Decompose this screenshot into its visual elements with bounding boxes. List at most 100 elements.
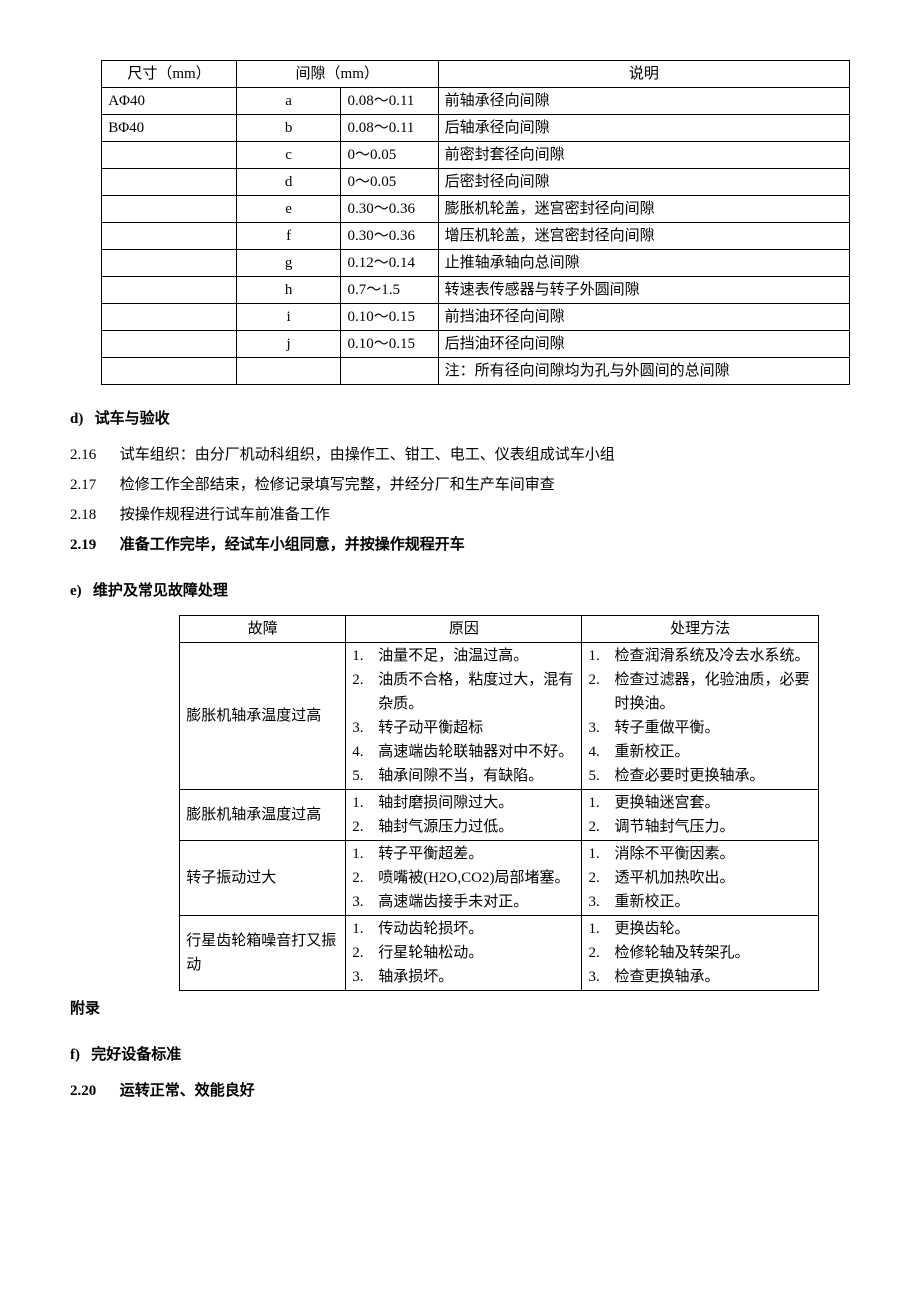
table-row: i0.10～0.15前挡油环径向间隙 <box>102 304 850 331</box>
cell-dim <box>102 169 237 196</box>
cell-sym: d <box>236 169 341 196</box>
table-row: e0.30～0.36膨胀机轮盖，迷宫密封径向间隙 <box>102 196 850 223</box>
clearance-table: 尺寸（mm） 间隙（mm） 说明 AΦ40a0.08～0.11前轴承径向间隙BΦ… <box>101 60 850 385</box>
table-row: 膨胀机轴承温度过高1.油量不足，油温过高。2.油质不合格，粘度过大，混有杂质。3… <box>180 643 819 790</box>
list-item: 2.检查过滤器，化验油质，必要时换油。 <box>588 668 811 716</box>
col-solution: 处理方法 <box>582 616 818 643</box>
cell-sym: i <box>236 304 341 331</box>
cell-gap: 0.10～0.15 <box>341 304 438 331</box>
cell-cause: 1.轴封磨损间隙过大。2.轴封气源压力过低。 <box>346 790 582 841</box>
list-item: 2.喷嘴被(H2O,CO2)局部堵塞。 <box>352 866 575 890</box>
cell-gap: 0.30～0.36 <box>341 196 438 223</box>
cell-gap: 0～0.05 <box>341 169 438 196</box>
cell-sym: j <box>236 331 341 358</box>
list-item: 3.轴承损坏。 <box>352 965 575 989</box>
cell-solution: 1.更换轴迷宫套。2.调节轴封气压力。 <box>582 790 818 841</box>
table-note-row: 注：所有径向间隙均为孔与外圆间的总间隙 <box>102 358 850 385</box>
cell-desc: 后挡油环径向间隙 <box>438 331 849 358</box>
cell-desc: 转速表传感器与转子外圆间隙 <box>438 277 849 304</box>
section-e-letter: e) <box>70 583 82 599</box>
table-row: BΦ40b0.08～0.11后轴承径向间隙 <box>102 115 850 142</box>
cell-desc: 前轴承径向间隙 <box>438 88 849 115</box>
list-item: 5.轴承间隙不当，有缺陷。 <box>352 764 575 788</box>
cell-sym: h <box>236 277 341 304</box>
list-item: 1.油量不足，油温过高。 <box>352 644 575 668</box>
list-item: 3.重新校正。 <box>588 890 811 914</box>
cell-sym: c <box>236 142 341 169</box>
list-item: 4.高速端齿轮联轴器对中不好。 <box>352 740 575 764</box>
para-219: 2.19 准备工作完毕，经试车小组同意，并按操作规程开车 <box>70 533 850 557</box>
cell-sym: f <box>236 223 341 250</box>
col-desc: 说明 <box>438 61 849 88</box>
cell-sym: e <box>236 196 341 223</box>
cell-sym: b <box>236 115 341 142</box>
list-item: 1.消除不平衡因素。 <box>588 842 811 866</box>
cell-solution: 1.更换齿轮。2.检修轮轴及转架孔。3.检查更换轴承。 <box>582 916 818 991</box>
list-item: 3.转子动平衡超标 <box>352 716 575 740</box>
table-note: 注：所有径向间隙均为孔与外圆间的总间隙 <box>438 358 849 385</box>
cell-gap: 0.08～0.11 <box>341 88 438 115</box>
list-item: 2.透平机加热吹出。 <box>588 866 811 890</box>
cell-dim <box>102 196 237 223</box>
cell-sym: a <box>236 88 341 115</box>
cell-gap: 0～0.05 <box>341 142 438 169</box>
fault-table: 故障 原因 处理方法 膨胀机轴承温度过高1.油量不足，油温过高。2.油质不合格，… <box>179 615 819 991</box>
cell-gap: 0.7～1.5 <box>341 277 438 304</box>
para-220: 2.20 运转正常、效能良好 <box>70 1079 850 1103</box>
table-row: c0～0.05前密封套径向间隙 <box>102 142 850 169</box>
section-d-head: d) 试车与验收 <box>70 407 850 431</box>
list-item: 2.轴封气源压力过低。 <box>352 815 575 839</box>
list-item: 2.检修轮轴及转架孔。 <box>588 941 811 965</box>
section-e-head: e) 维护及常见故障处理 <box>70 579 850 603</box>
list-item: 1.检查润滑系统及冷去水系统。 <box>588 644 811 668</box>
cell-cause: 1.转子平衡超差。2.喷嘴被(H2O,CO2)局部堵塞。3.高速端齿接手未对正。 <box>346 841 582 916</box>
list-item: 1.转子平衡超差。 <box>352 842 575 866</box>
cell-fault: 膨胀机轴承温度过高 <box>180 643 346 790</box>
cell-sym: g <box>236 250 341 277</box>
table-row: h0.7～1.5转速表传感器与转子外圆间隙 <box>102 277 850 304</box>
col-cause: 原因 <box>346 616 582 643</box>
cell-desc: 前挡油环径向间隙 <box>438 304 849 331</box>
cell-dim: AΦ40 <box>102 88 237 115</box>
table-row: j0.10～0.15后挡油环径向间隙 <box>102 331 850 358</box>
para-216: 2.16 试车组织：由分厂机动科组织，由操作工、钳工、电工、仪表组成试车小组 <box>70 443 850 467</box>
para-217: 2.17 检修工作全部结束，检修记录填写完整，并经分厂和生产车间审查 <box>70 473 850 497</box>
list-item: 3.高速端齿接手未对正。 <box>352 890 575 914</box>
cell-desc: 止推轴承轴向总间隙 <box>438 250 849 277</box>
table-row: 转子振动过大1.转子平衡超差。2.喷嘴被(H2O,CO2)局部堵塞。3.高速端齿… <box>180 841 819 916</box>
list-item: 2.行星轮轴松动。 <box>352 941 575 965</box>
list-item: 2.油质不合格，粘度过大，混有杂质。 <box>352 668 575 716</box>
cell-desc: 后轴承径向间隙 <box>438 115 849 142</box>
section-f-letter: f) <box>70 1047 80 1063</box>
table-row: 行星齿轮箱噪音打又振动1.传动齿轮损坏。2.行星轮轴松动。3.轴承损坏。1.更换… <box>180 916 819 991</box>
col-gap: 间隙（mm） <box>236 61 438 88</box>
cell-cause: 1.油量不足，油温过高。2.油质不合格，粘度过大，混有杂质。3.转子动平衡超标4… <box>346 643 582 790</box>
section-f-title: 完好设备标准 <box>91 1047 181 1063</box>
cell-dim: BΦ40 <box>102 115 237 142</box>
cell-dim <box>102 304 237 331</box>
cell-dim <box>102 142 237 169</box>
cell-desc: 膨胀机轮盖，迷宫密封径向间隙 <box>438 196 849 223</box>
table-row: AΦ40a0.08～0.11前轴承径向间隙 <box>102 88 850 115</box>
cell-desc: 前密封套径向间隙 <box>438 142 849 169</box>
list-item: 1.轴封磨损间隙过大。 <box>352 791 575 815</box>
cell-fault: 转子振动过大 <box>180 841 346 916</box>
cell-dim <box>102 223 237 250</box>
cell-solution: 1.检查润滑系统及冷去水系统。2.检查过滤器，化验油质，必要时换油。3.转子重做… <box>582 643 818 790</box>
list-item: 2.调节轴封气压力。 <box>588 815 811 839</box>
cell-gap: 0.12～0.14 <box>341 250 438 277</box>
col-fault: 故障 <box>180 616 346 643</box>
table-row: f0.30～0.36增压机轮盖，迷宫密封径向间隙 <box>102 223 850 250</box>
list-item: 3.转子重做平衡。 <box>588 716 811 740</box>
section-f-head: f) 完好设备标准 <box>70 1043 850 1067</box>
section-d-title: 试车与验收 <box>95 411 170 427</box>
cell-dim <box>102 250 237 277</box>
table-row: d0～0.05后密封径向间隙 <box>102 169 850 196</box>
para-218: 2.18 按操作规程进行试车前准备工作 <box>70 503 850 527</box>
table-row: 膨胀机轴承温度过高1.轴封磨损间隙过大。2.轴封气源压力过低。1.更换轴迷宫套。… <box>180 790 819 841</box>
list-item: 1.传动齿轮损坏。 <box>352 917 575 941</box>
cell-dim <box>102 277 237 304</box>
cell-desc: 增压机轮盖，迷宫密封径向间隙 <box>438 223 849 250</box>
section-d-letter: d) <box>70 411 83 427</box>
list-item: 3.检查更换轴承。 <box>588 965 811 989</box>
